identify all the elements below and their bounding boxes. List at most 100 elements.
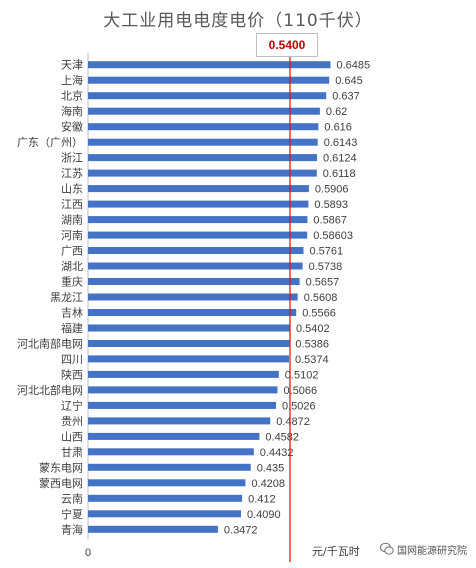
category-label-4: 安徽 <box>61 120 83 134</box>
value-label-19: 0.5374 <box>295 354 329 366</box>
category-label-17: 福建 <box>61 321 83 335</box>
category-label-27: 蒙西电网 <box>39 477 83 490</box>
bar-12 <box>88 247 304 254</box>
category-label-22: 辽宁 <box>61 398 83 412</box>
value-label-21: 0.5066 <box>284 385 318 397</box>
bar-1 <box>88 76 330 84</box>
category-label-1: 上海 <box>61 73 83 87</box>
bar-5 <box>88 138 318 146</box>
category-label-28: 云南 <box>61 492 83 505</box>
value-label-30: 0.3472 <box>224 524 258 536</box>
bar-20 <box>88 370 279 378</box>
value-label-13: 0.5738 <box>309 261 343 273</box>
value-label-26: 0.435 <box>257 462 285 474</box>
x-axis-unit-label: 元/千瓦时 <box>312 545 360 558</box>
watermark-text: 国网能源研究院 <box>397 545 467 557</box>
category-label-13: 湖北 <box>61 260 83 273</box>
category-label-10: 湖南 <box>61 214 83 227</box>
category-label-26: 蒙东电网 <box>39 461 83 474</box>
value-label-2: 0.637 <box>332 91 360 103</box>
value-label-11: 0.58603 <box>313 230 353 242</box>
value-label-3: 0.62 <box>326 106 347 118</box>
bar-17 <box>88 324 290 332</box>
bar-15 <box>88 293 298 301</box>
category-label-23: 贵州 <box>61 415 83 428</box>
chart-title: 大工业用电电度电价（110千伏） <box>103 11 373 31</box>
value-label-7: 0.6118 <box>323 168 356 180</box>
bar-11 <box>88 231 308 239</box>
bar-19 <box>88 355 289 363</box>
category-label-29: 宁夏 <box>61 507 83 521</box>
value-label-18: 0.5386 <box>295 339 329 351</box>
value-label-10: 0.5867 <box>313 215 347 227</box>
category-label-16: 吉林 <box>61 306 83 320</box>
bar-22 <box>88 401 276 409</box>
bar-7 <box>88 169 317 177</box>
category-label-14: 重庆 <box>61 275 83 289</box>
value-label-23: 0.4872 <box>276 416 310 428</box>
value-label-25: 0.4432 <box>260 447 294 459</box>
category-label-5: 广东（广州） <box>17 136 83 149</box>
bar-6 <box>88 154 317 162</box>
value-label-6: 0.6124 <box>323 153 357 165</box>
bar-30 <box>88 525 218 533</box>
watermark: 国网能源研究院 <box>380 540 472 558</box>
category-label-20: 陕西 <box>61 367 83 381</box>
category-label-30: 青海 <box>61 522 83 536</box>
bar-23 <box>88 417 271 425</box>
bar-13 <box>88 262 303 270</box>
value-label-27: 0.4208 <box>251 478 285 490</box>
bar-28 <box>88 494 243 502</box>
category-label-9: 江西 <box>61 198 83 211</box>
wechat-icon <box>380 542 394 555</box>
value-label-17: 0.5402 <box>296 323 330 335</box>
category-label-3: 海南 <box>61 104 83 118</box>
bar-3 <box>88 107 320 115</box>
category-label-11: 河南 <box>61 229 83 242</box>
bar-9 <box>88 200 309 208</box>
category-label-24: 山西 <box>61 430 83 443</box>
reference-value-label: 0.5400 <box>256 33 318 57</box>
category-label-8: 山东 <box>61 183 83 196</box>
bar-25 <box>88 448 254 456</box>
bar-18 <box>88 340 290 347</box>
category-label-19: 四川 <box>61 353 83 366</box>
value-label-22: 0.5026 <box>282 400 316 412</box>
category-label-21: 河北北部电网 <box>17 383 83 397</box>
bar-0 <box>88 61 331 69</box>
bar-14 <box>88 278 300 285</box>
bar-24 <box>88 432 260 440</box>
category-label-7: 江苏 <box>61 167 83 180</box>
bar-8 <box>88 185 309 193</box>
value-label-14: 0.5657 <box>306 277 340 289</box>
value-label-12: 0.5761 <box>310 246 344 258</box>
value-label-20: 0.5102 <box>285 369 319 381</box>
category-label-18: 河北南部电网 <box>17 337 83 351</box>
bar-4 <box>88 123 319 131</box>
category-label-2: 北京 <box>61 89 83 103</box>
value-label-1: 0.645 <box>335 75 363 87</box>
value-label-5: 0.6143 <box>324 137 358 149</box>
value-label-4: 0.616 <box>324 122 352 134</box>
category-label-15: 黑龙江 <box>50 291 83 304</box>
category-label-6: 浙江 <box>61 152 83 165</box>
value-label-0: 0.6485 <box>337 60 371 72</box>
value-label-8: 0.5906 <box>315 184 349 196</box>
bar-2 <box>88 92 327 100</box>
value-label-24: 0.4582 <box>265 431 299 443</box>
bar-29 <box>88 510 241 518</box>
category-label-12: 广西 <box>61 245 83 258</box>
value-label-9: 0.5893 <box>314 199 348 211</box>
category-label-0: 天津 <box>61 59 83 72</box>
x-tick-label-0: 0 <box>85 547 91 559</box>
bar-16 <box>88 309 297 316</box>
value-label-16: 0.5566 <box>302 308 336 320</box>
value-label-28: 0.412 <box>248 493 276 505</box>
value-label-29: 0.4090 <box>247 509 281 521</box>
bar-10 <box>88 216 308 224</box>
bar-27 <box>88 479 246 487</box>
value-label-15: 0.5608 <box>304 292 338 304</box>
bar-21 <box>88 386 278 394</box>
